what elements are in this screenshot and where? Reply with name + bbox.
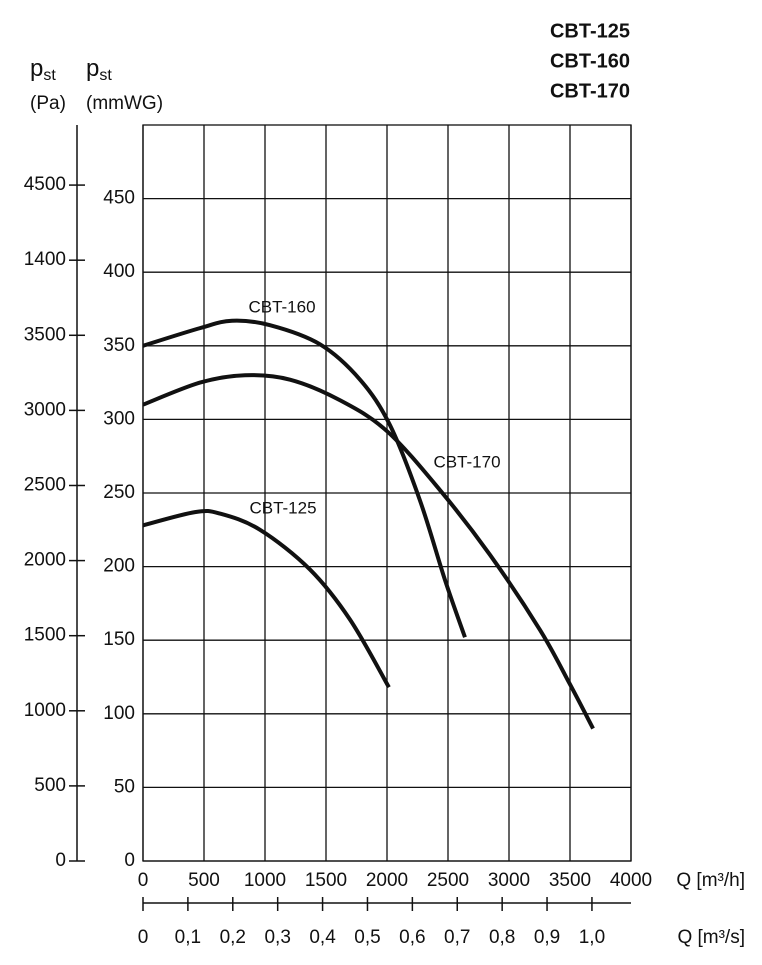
x-tick-label: 2500 xyxy=(427,870,469,891)
x-tick-label: 1000 xyxy=(244,870,286,891)
y-tick-label: 350 xyxy=(103,335,135,356)
y-tick-label: 50 xyxy=(114,776,135,797)
model-title: CBT-125 xyxy=(550,20,630,42)
x-tick-label: 3500 xyxy=(549,870,591,891)
axis-label: pst xyxy=(30,55,56,84)
y2-tick-label: 500 xyxy=(34,775,66,796)
curve-label: CBT-125 xyxy=(249,498,316,517)
x2-tick-label: 0,4 xyxy=(309,927,336,948)
y-tick-label: 150 xyxy=(103,629,135,650)
axis-unit: (mmWG) xyxy=(86,93,163,114)
y2-tick-label: 2500 xyxy=(24,475,66,496)
x2-tick-label: 0,7 xyxy=(444,927,470,948)
x2-tick-label: 0,2 xyxy=(220,927,246,948)
axis-symbol: p xyxy=(86,55,99,82)
axis-subscript: st xyxy=(99,67,112,84)
x2-axis-label: Q [m³/s] xyxy=(677,927,745,948)
y-tick-label: 400 xyxy=(103,261,135,282)
x2-tick-label: 0,8 xyxy=(489,927,515,948)
y2-tick-label: 1500 xyxy=(24,625,66,646)
axis-subscript: st xyxy=(43,67,56,84)
axis-label: pst xyxy=(86,55,112,84)
x2-tick-label: 1,0 xyxy=(579,927,605,948)
y2-tick-label: 0 xyxy=(55,850,66,871)
y2-tick-label: 2000 xyxy=(24,550,66,571)
y-tick-label: 200 xyxy=(103,556,135,577)
y2-tick-label: 4500 xyxy=(24,174,66,195)
fan-curve xyxy=(142,508,391,689)
curve-label: CBT-170 xyxy=(433,452,500,471)
y-tick-label: 100 xyxy=(103,703,135,724)
x2-tick-label: 0,9 xyxy=(534,927,560,948)
y-tick-label: 450 xyxy=(103,188,135,209)
x-tick-label: 0 xyxy=(138,870,149,891)
fan-curve xyxy=(142,373,595,730)
x-tick-label: 2000 xyxy=(366,870,408,891)
x2-tick-label: 0,3 xyxy=(264,927,290,948)
y2-tick-label: 1400 xyxy=(24,249,66,270)
x-tick-label: 3000 xyxy=(488,870,530,891)
y2-tick-label: 3500 xyxy=(24,324,66,345)
x2-tick-label: 0,5 xyxy=(354,927,380,948)
fan-curve xyxy=(142,318,467,638)
x2-tick-label: 0 xyxy=(138,927,149,948)
x-tick-label: 4000 xyxy=(610,870,652,891)
curve-label: CBT-160 xyxy=(248,297,315,316)
y2-tick-label: 3000 xyxy=(24,399,66,420)
x-axis-label: Q [m³/h] xyxy=(676,870,745,891)
x2-tick-label: 0,1 xyxy=(175,927,201,948)
y-tick-label: 300 xyxy=(103,408,135,429)
y-tick-label: 250 xyxy=(103,482,135,503)
x-tick-label: 500 xyxy=(188,870,220,891)
axis-unit: (Pa) xyxy=(30,93,66,114)
model-title: CBT-170 xyxy=(550,80,630,102)
axis-symbol: p xyxy=(30,55,43,82)
y2-tick-label: 1000 xyxy=(24,700,66,721)
x-tick-label: 1500 xyxy=(305,870,347,891)
x2-tick-label: 0,6 xyxy=(399,927,425,948)
model-title: CBT-160 xyxy=(550,50,630,72)
y-tick-label: 0 xyxy=(124,850,135,871)
